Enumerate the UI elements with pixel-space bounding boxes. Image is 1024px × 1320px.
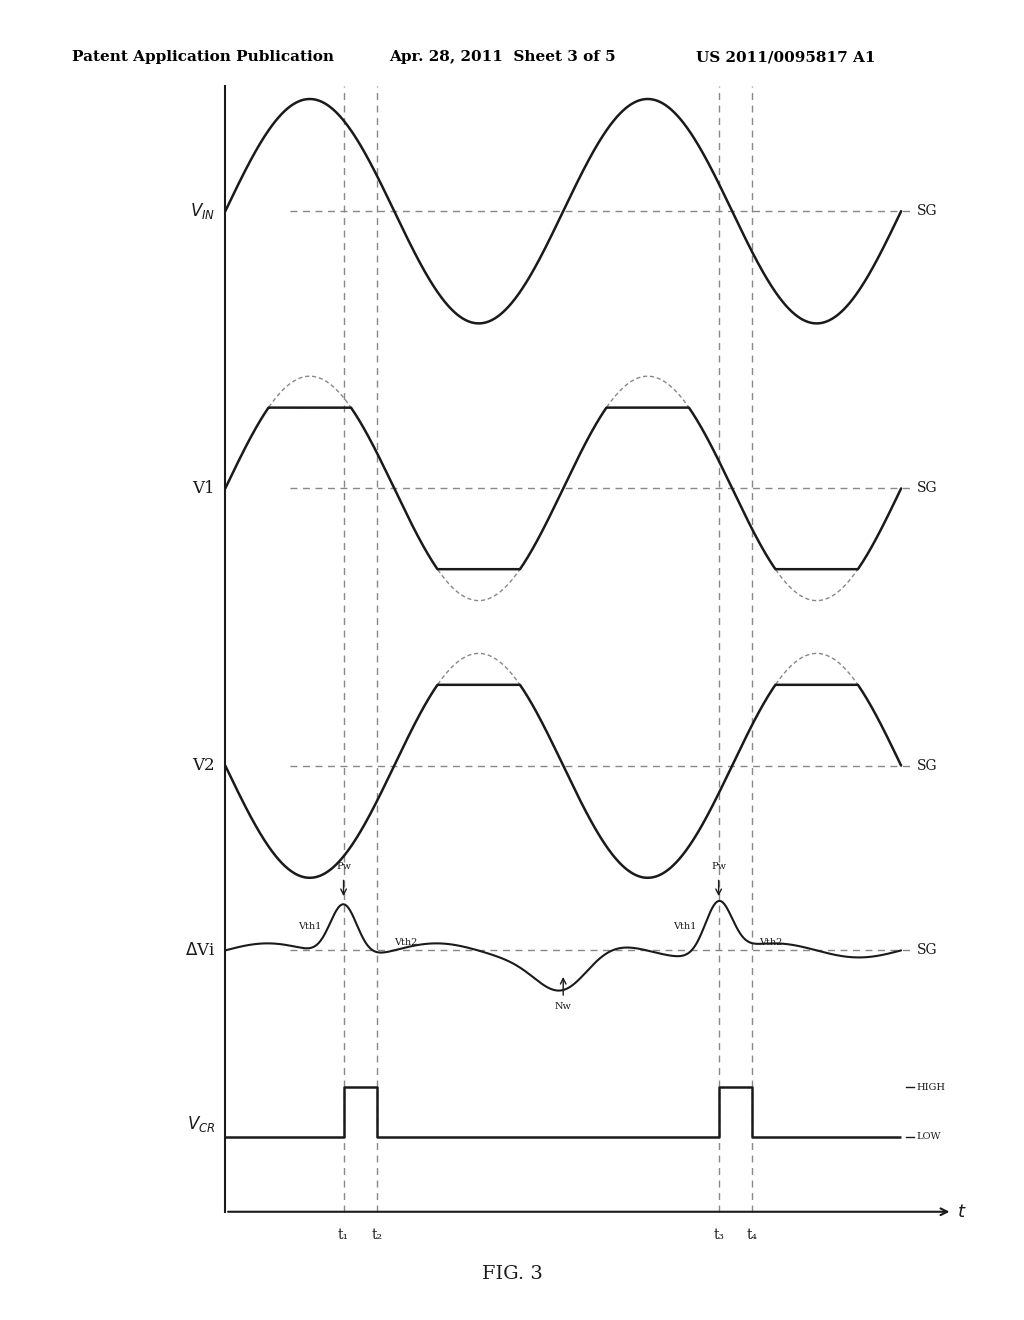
- Text: $V_{CR}$: $V_{CR}$: [186, 1114, 215, 1134]
- Text: Apr. 28, 2011  Sheet 3 of 5: Apr. 28, 2011 Sheet 3 of 5: [389, 50, 615, 65]
- Text: SG: SG: [916, 482, 937, 495]
- Text: Pw: Pw: [711, 862, 726, 871]
- Text: Vth2: Vth2: [759, 939, 782, 946]
- Text: SG: SG: [916, 759, 937, 772]
- Text: LOW: LOW: [916, 1133, 941, 1142]
- Text: V1: V1: [193, 480, 215, 496]
- Text: V2: V2: [193, 758, 215, 774]
- Text: Vth1: Vth1: [673, 923, 696, 931]
- Text: Pw: Pw: [336, 862, 351, 871]
- Text: SG: SG: [916, 205, 937, 218]
- Text: $t$: $t$: [957, 1203, 967, 1221]
- Text: t₄: t₄: [746, 1228, 758, 1242]
- Text: Patent Application Publication: Patent Application Publication: [72, 50, 334, 65]
- Text: US 2011/0095817 A1: US 2011/0095817 A1: [696, 50, 876, 65]
- Text: Nw: Nw: [555, 1002, 571, 1011]
- Text: t₁: t₁: [338, 1228, 349, 1242]
- Text: Vth2: Vth2: [394, 939, 418, 946]
- Text: $\Delta$Vi: $\Delta$Vi: [184, 942, 215, 958]
- Text: HIGH: HIGH: [916, 1082, 945, 1092]
- Text: SG: SG: [916, 944, 937, 957]
- Text: t₃: t₃: [713, 1228, 724, 1242]
- Text: FIG. 3: FIG. 3: [481, 1265, 543, 1283]
- Text: $V_{IN}$: $V_{IN}$: [189, 201, 215, 222]
- Text: t₂: t₂: [372, 1228, 383, 1242]
- Text: Vth1: Vth1: [298, 923, 322, 931]
